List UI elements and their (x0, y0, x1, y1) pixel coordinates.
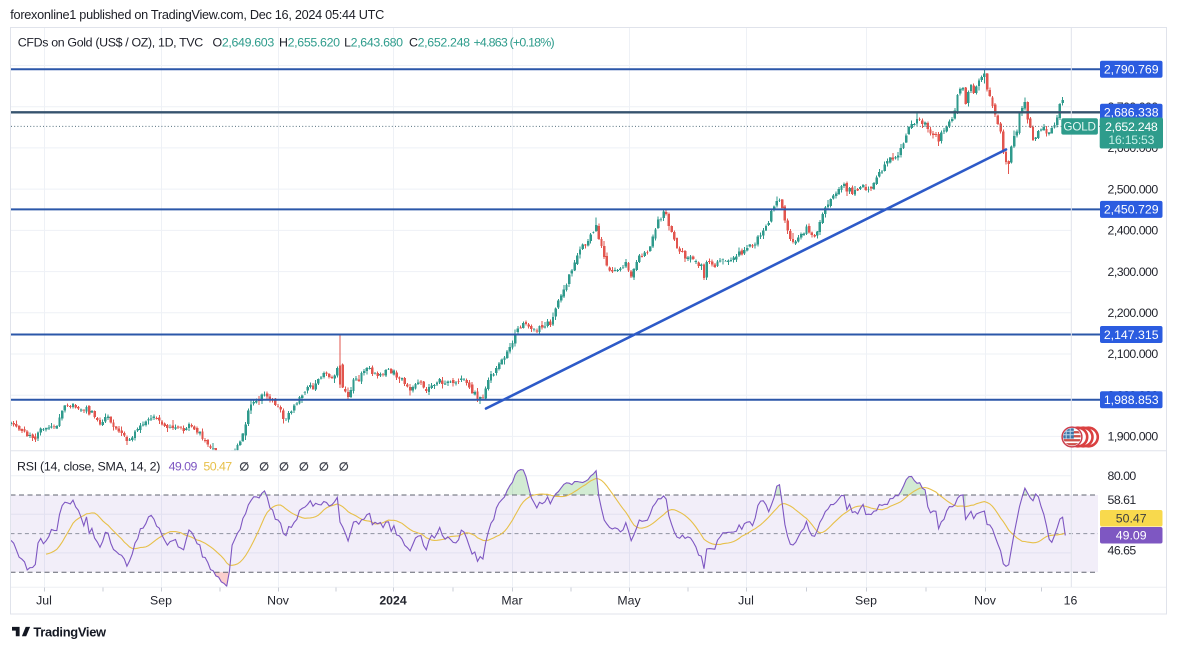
svg-text:Sep: Sep (855, 593, 877, 607)
svg-text:2,790.769: 2,790.769 (1104, 63, 1159, 77)
svg-text:Jul: Jul (738, 593, 754, 607)
svg-text:H2,655.620: H2,655.620 (279, 36, 340, 50)
svg-text:2,400.000: 2,400.000 (1108, 224, 1159, 238)
svg-text:50.47: 50.47 (1116, 512, 1147, 526)
svg-text:2,147.315: 2,147.315 (1104, 328, 1159, 342)
svg-text:16: 16 (1064, 593, 1078, 607)
svg-text:TradingView: TradingView (33, 625, 107, 640)
svg-text:GOLD: GOLD (1063, 120, 1095, 133)
svg-text:∅: ∅ (339, 462, 349, 474)
svg-text:O2,649.603: O2,649.603 (213, 36, 275, 50)
svg-text:1,900.000: 1,900.000 (1108, 430, 1159, 444)
svg-text:2,500.000: 2,500.000 (1108, 182, 1159, 196)
svg-text:2,300.000: 2,300.000 (1108, 265, 1159, 279)
svg-text:49.09: 49.09 (1116, 529, 1147, 543)
svg-text:∅: ∅ (279, 462, 289, 474)
svg-text:46.65: 46.65 (1108, 544, 1137, 558)
svg-text:2,686.338: 2,686.338 (1104, 106, 1159, 120)
svg-text:May: May (617, 593, 641, 607)
svg-text:+4.863 (+0.18%): +4.863 (+0.18%) (474, 36, 555, 50)
svg-text:80.00: 80.00 (1108, 469, 1137, 483)
svg-text:50.47: 50.47 (203, 460, 232, 474)
svg-text:∅: ∅ (299, 462, 309, 474)
svg-text:C2,652.248: C2,652.248 (409, 36, 470, 50)
svg-text:RSI (14, close, SMA, 14, 2): RSI (14, close, SMA, 14, 2) (17, 460, 160, 474)
svg-text:Jul: Jul (36, 593, 52, 607)
svg-text:∅: ∅ (239, 462, 249, 474)
svg-text:2,100.000: 2,100.000 (1108, 347, 1159, 361)
svg-text:49.09: 49.09 (169, 460, 198, 474)
svg-text:2,450.729: 2,450.729 (1104, 203, 1159, 217)
svg-text:2,652.248: 2,652.248 (1105, 120, 1158, 134)
svg-text:forexonline1 published on Trad: forexonline1 published on TradingView.co… (10, 8, 384, 22)
svg-text:2024: 2024 (379, 593, 407, 607)
svg-text:1,988.853: 1,988.853 (1104, 393, 1159, 407)
svg-text:Mar: Mar (501, 593, 522, 607)
svg-text:58.61: 58.61 (1108, 493, 1137, 507)
svg-text:Sep: Sep (150, 593, 172, 607)
svg-text:Nov: Nov (267, 593, 290, 607)
svg-text:∅: ∅ (319, 462, 329, 474)
svg-text:CFDs on Gold (US$ / OZ), 1D, T: CFDs on Gold (US$ / OZ), 1D, TVC (18, 36, 204, 50)
svg-text:∅: ∅ (259, 462, 269, 474)
svg-text:16:15:53: 16:15:53 (1108, 133, 1154, 147)
svg-text:Nov: Nov (974, 593, 997, 607)
svg-text:L2,643.680: L2,643.680 (344, 36, 403, 50)
svg-text:2,200.000: 2,200.000 (1108, 306, 1159, 320)
